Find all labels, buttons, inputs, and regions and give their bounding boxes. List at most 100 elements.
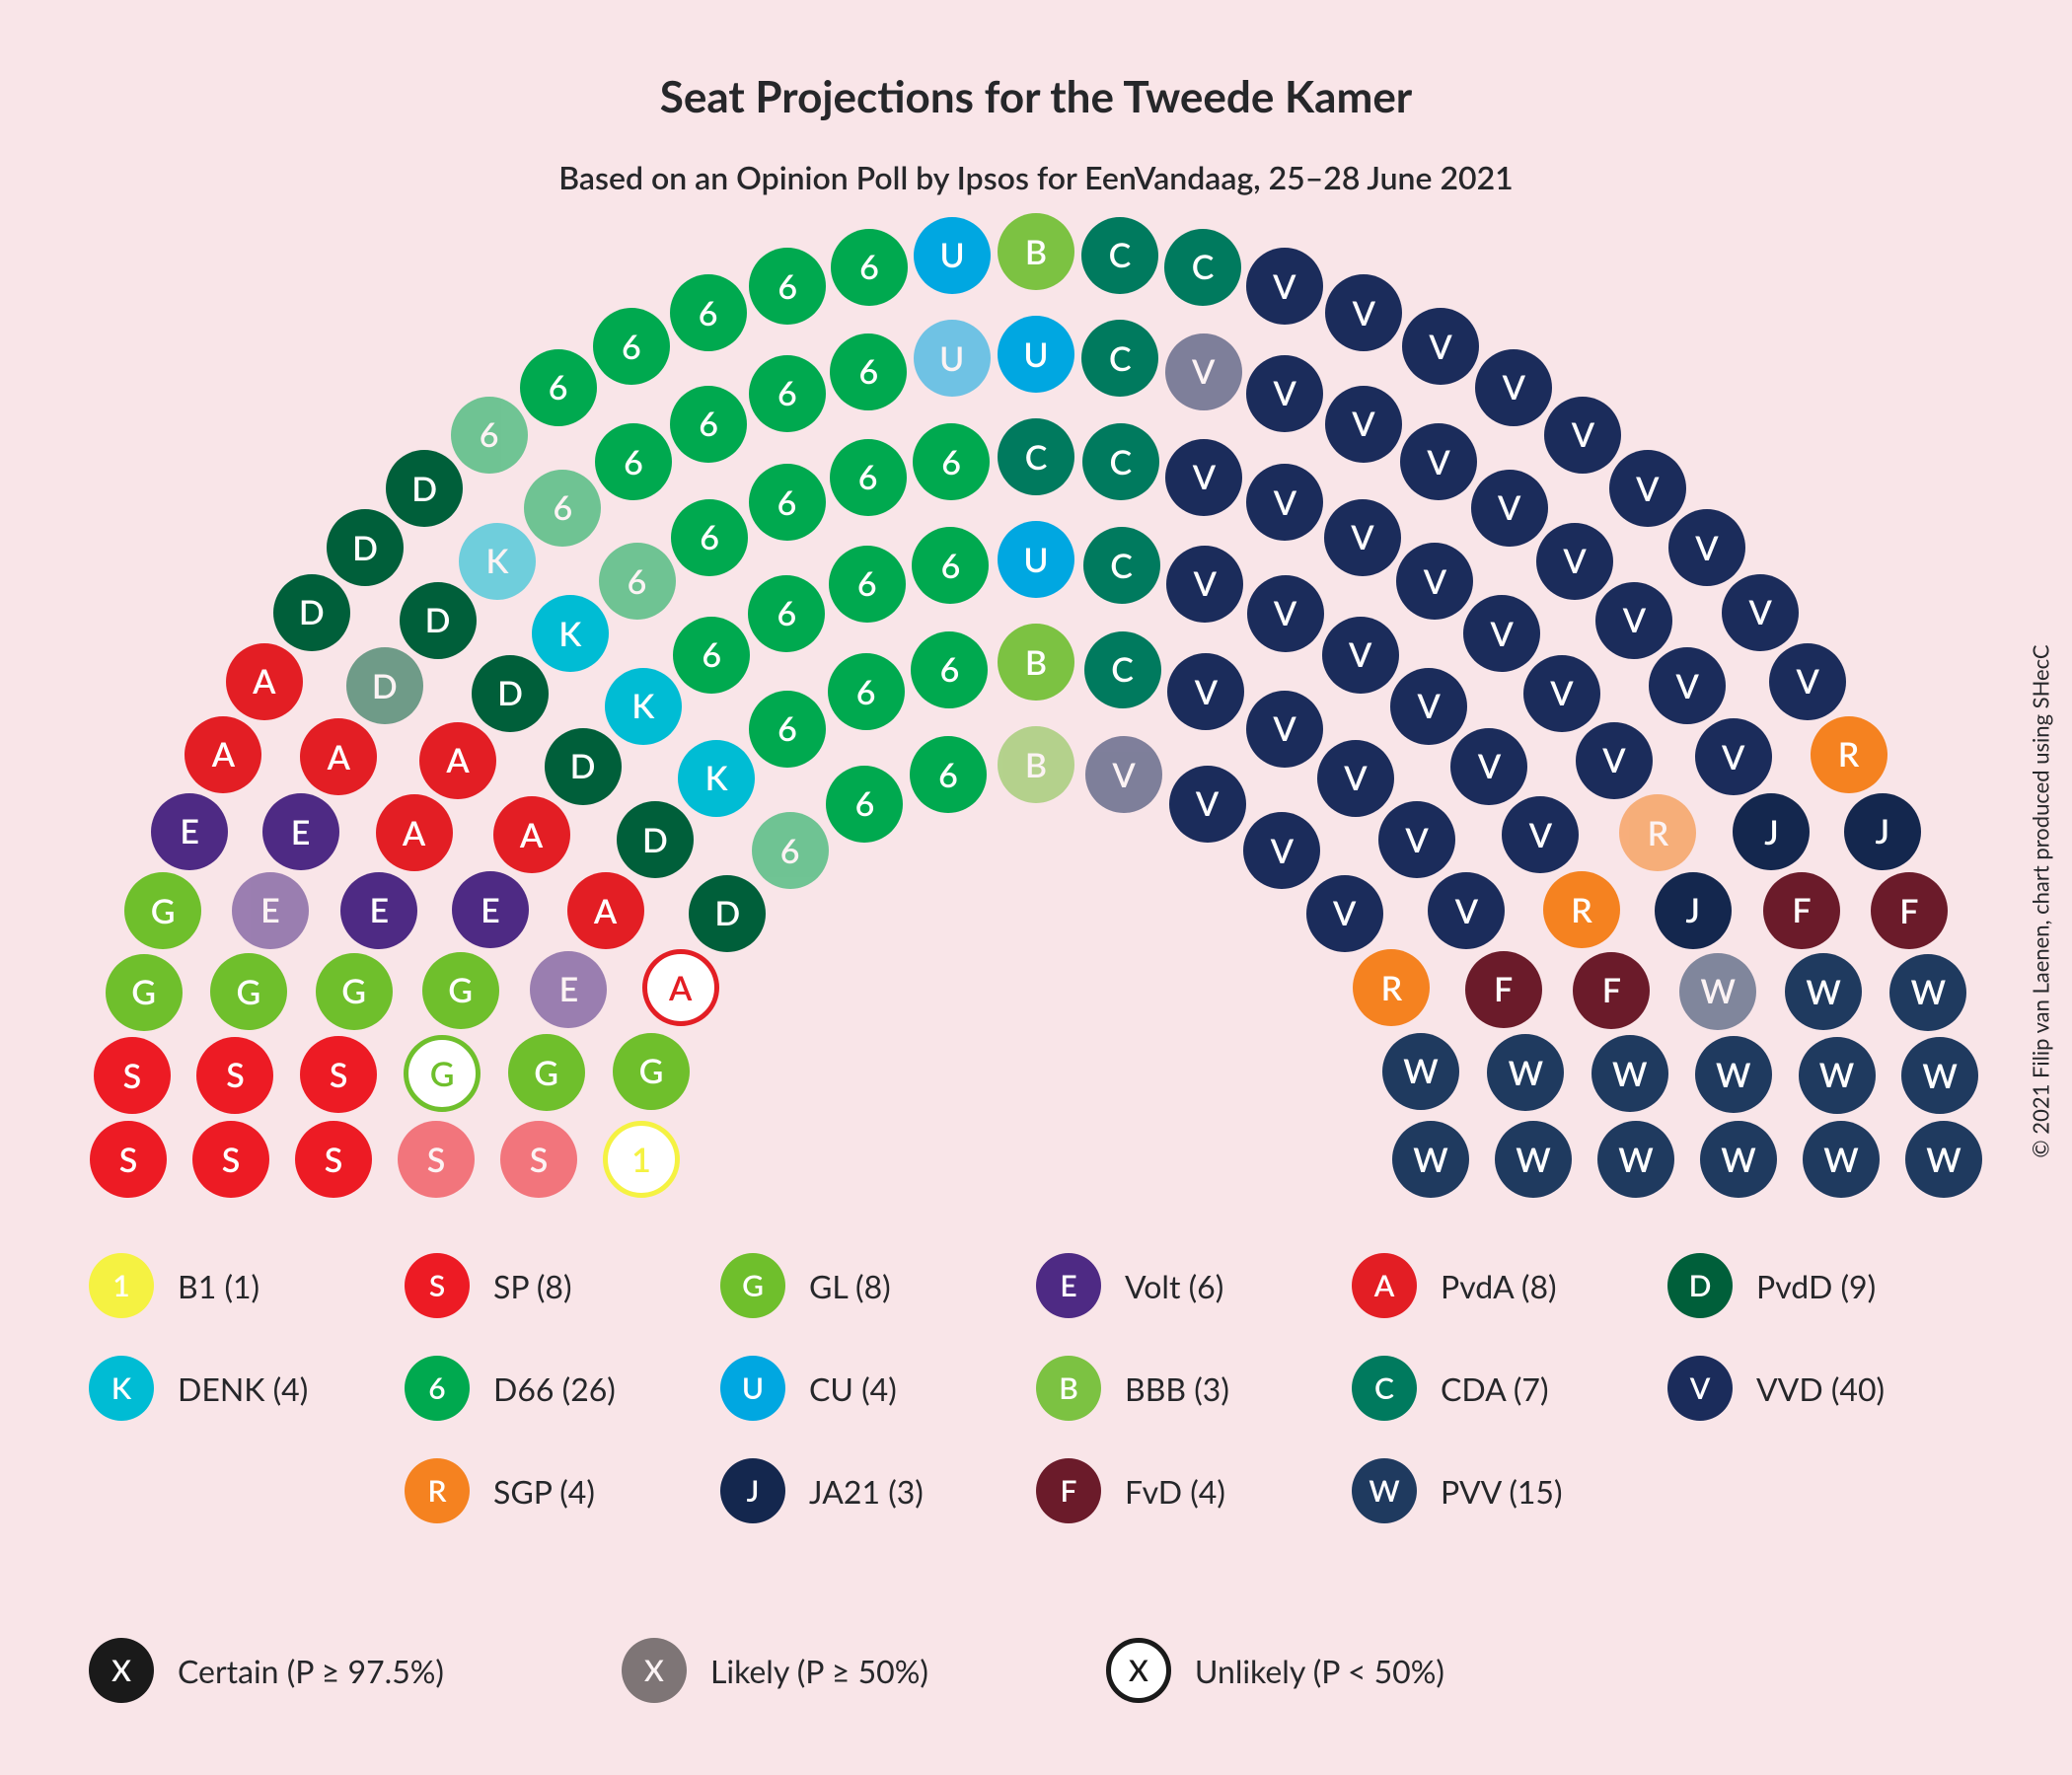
seat-GL: G xyxy=(316,953,393,1030)
legend-circle-PvdD: D xyxy=(1667,1253,1733,1318)
seat-GL: G xyxy=(404,1035,481,1112)
seat-Volt: E xyxy=(232,872,309,949)
seat-VVD: V xyxy=(1167,653,1244,730)
seat-VVD: V xyxy=(1324,499,1401,576)
seat-SP: S xyxy=(398,1121,475,1198)
legend-label-CDA: CDA (7) xyxy=(1441,1369,1549,1408)
seat-D66: 6 xyxy=(911,631,988,708)
seat-CU: U xyxy=(914,320,991,397)
seat-FvD: F xyxy=(1465,951,1542,1028)
seat-VVD: V xyxy=(1325,274,1402,351)
seat-SP: S xyxy=(300,1036,377,1113)
seat-D66: 6 xyxy=(752,812,829,889)
seat-VVD: V xyxy=(1463,595,1540,672)
legend-circle-DENK: K xyxy=(89,1356,154,1421)
seat-CDA: C xyxy=(1084,631,1161,708)
seat-PVV: W xyxy=(1591,1035,1668,1112)
legend-circle-SP: S xyxy=(405,1253,470,1318)
legend-circle-FvD: F xyxy=(1036,1458,1101,1523)
party-legend: 1B1 (1)SSP (8)GGL (8)EVolt (6)APvdA (8)D… xyxy=(89,1253,1983,1561)
seat-GL: G xyxy=(422,952,499,1029)
seat-PVV: W xyxy=(1382,1033,1459,1110)
seat-DENK: K xyxy=(459,523,536,600)
seat-VVD: V xyxy=(1428,872,1505,949)
seat-PvdA: A xyxy=(642,949,719,1026)
seat-PVV: W xyxy=(1889,954,1966,1031)
seat-PvdD: D xyxy=(472,655,549,732)
seat-VVD: V xyxy=(1322,617,1399,694)
seat-D66: 6 xyxy=(828,653,905,730)
seat-Volt: E xyxy=(340,872,417,949)
legend-label-DENK: DENK (4) xyxy=(178,1369,308,1408)
seat-D66: 6 xyxy=(670,274,747,351)
prob-certain: XCertain (P ≥ 97.5%) xyxy=(89,1638,444,1703)
seat-CDA: C xyxy=(1081,320,1158,397)
seat-D66: 6 xyxy=(748,575,825,652)
seat-PVV: W xyxy=(1487,1034,1564,1111)
seat-PvdD: D xyxy=(400,582,477,659)
seat-CDA: C xyxy=(1082,423,1159,500)
seat-SGP: R xyxy=(1811,716,1887,793)
seat-VVD: V xyxy=(1325,386,1402,463)
seat-D66: 6 xyxy=(910,736,987,813)
seat-VVD: V xyxy=(1595,582,1672,659)
seat-Volt: E xyxy=(452,871,529,948)
seat-VVD: V xyxy=(1576,722,1653,799)
legend-label-PvdD: PvdD (9) xyxy=(1756,1267,1876,1305)
seat-D66: 6 xyxy=(913,423,990,500)
seat-PVV: W xyxy=(1700,1121,1777,1198)
seat-D66: 6 xyxy=(599,543,676,620)
seat-BBB: B xyxy=(998,213,1074,290)
seat-VVD: V xyxy=(1243,812,1320,889)
seat-VVD: V xyxy=(1378,801,1455,878)
seat-JA21: J xyxy=(1844,793,1921,870)
seat-SP: S xyxy=(196,1037,273,1114)
seat-GL: G xyxy=(613,1033,690,1110)
seat-PvdA: A xyxy=(226,643,303,720)
seat-PvdA: A xyxy=(567,872,644,949)
seat-VVD: V xyxy=(1165,333,1242,410)
seat-PvdD: D xyxy=(327,509,404,586)
page-title: Seat Projections for the Tweede Kamer xyxy=(0,71,2072,122)
seat-D66: 6 xyxy=(451,397,528,474)
seat-PVV: W xyxy=(1392,1121,1469,1198)
seat-VVD: V xyxy=(1396,543,1473,620)
seat-SGP: R xyxy=(1619,794,1696,871)
seat-VVD: V xyxy=(1722,574,1799,651)
seat-SP: S xyxy=(94,1037,171,1114)
legend-circle-Volt: E xyxy=(1036,1253,1101,1318)
seat-VVD: V xyxy=(1471,470,1548,547)
seat-CU: U xyxy=(998,316,1074,393)
seat-VVD: V xyxy=(1169,766,1246,843)
seat-VVD: V xyxy=(1536,523,1613,600)
seat-PvdA: A xyxy=(419,722,496,799)
legend-circle-SGP: R xyxy=(405,1458,470,1523)
seat-DENK: K xyxy=(605,668,682,745)
prob-likely: XLikely (P ≥ 50%) xyxy=(622,1638,928,1703)
seat-D66: 6 xyxy=(749,355,826,432)
seat-VVD: V xyxy=(1523,655,1600,732)
seat-GL: G xyxy=(508,1034,585,1111)
seat-B1: 1 xyxy=(603,1121,680,1198)
seat-D66: 6 xyxy=(595,423,672,500)
seat-D66: 6 xyxy=(524,470,601,547)
legend-circle-B1: 1 xyxy=(89,1253,154,1318)
seat-SP: S xyxy=(500,1121,577,1198)
hemicycle-chart: 1SSSSSSSSGGGGGGGGEEEEEEAAAAAAAADDDDDDDDD… xyxy=(89,242,1983,1189)
page-subtitle: Based on an Opinion Poll by Ipsos for Ee… xyxy=(0,158,2072,196)
legend-label-VVD: VVD (40) xyxy=(1756,1369,1885,1408)
seat-DENK: K xyxy=(532,595,609,672)
seat-JA21: J xyxy=(1733,793,1810,870)
seat-D66: 6 xyxy=(912,527,989,604)
seat-PVV: W xyxy=(1679,953,1756,1030)
seat-VVD: V xyxy=(1085,736,1162,813)
legend-label-SP: SP (8) xyxy=(493,1267,572,1305)
seat-CDA: C xyxy=(998,418,1074,495)
seat-PVV: W xyxy=(1597,1121,1674,1198)
seat-D66: 6 xyxy=(671,499,748,576)
seat-VVD: V xyxy=(1649,647,1726,724)
seat-D66: 6 xyxy=(829,546,906,623)
seat-D66: 6 xyxy=(830,439,907,516)
legend-label-PvdA: PvdA (8) xyxy=(1441,1267,1557,1305)
seat-GL: G xyxy=(124,872,201,949)
